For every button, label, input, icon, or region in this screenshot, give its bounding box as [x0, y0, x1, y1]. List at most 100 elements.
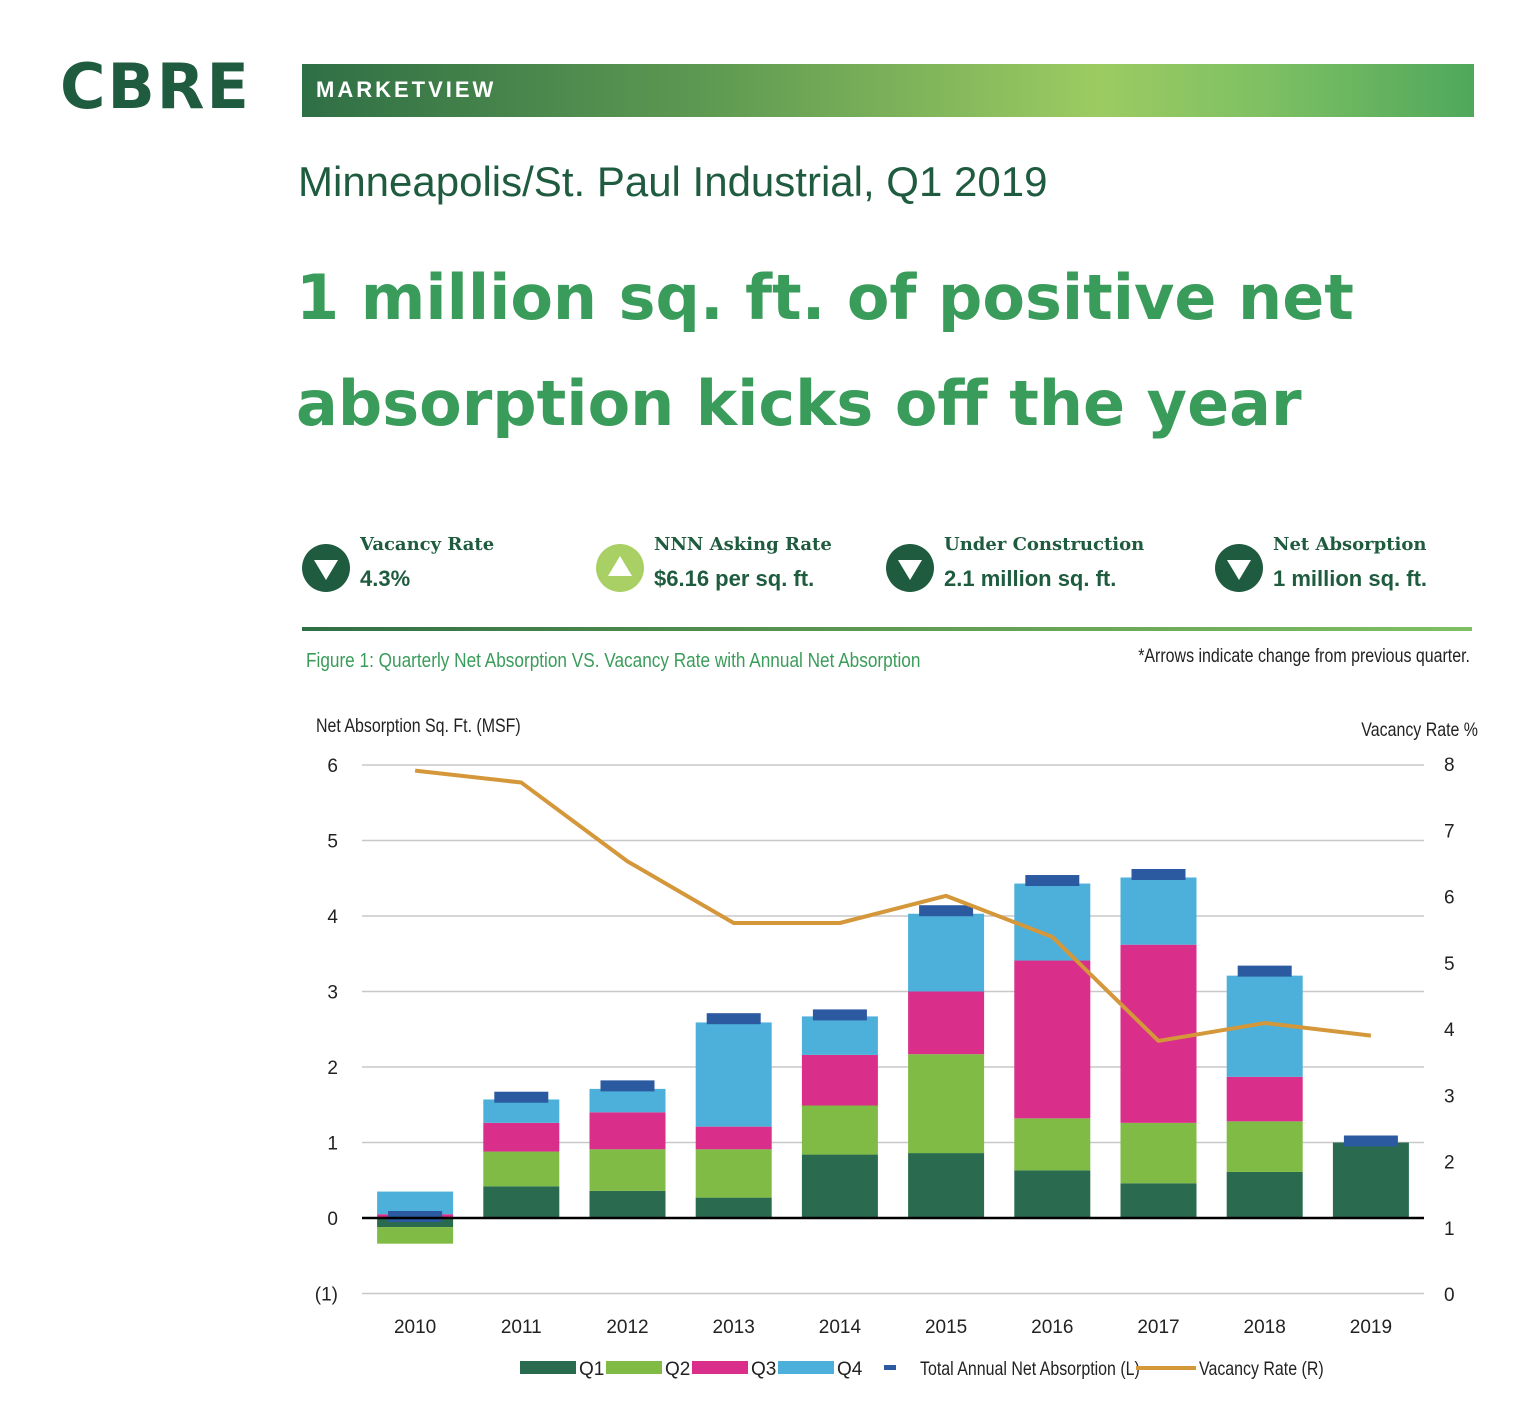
down-arrow-icon: [302, 544, 350, 592]
bar-segment-q2: [1120, 1122, 1197, 1184]
bar-segment-q3: [908, 991, 985, 1055]
bar-segment-q1: [1332, 1142, 1409, 1218]
total-annual-marker: [1343, 1135, 1398, 1147]
kpi-label: Under Construction: [944, 534, 1145, 555]
banner-label: MARKETVIEW: [316, 77, 497, 102]
y-tick-left: 3: [327, 983, 338, 1004]
bar-segment-q3: [695, 1126, 772, 1150]
bar-segment-q1: [801, 1154, 878, 1218]
total-annual-marker: [1237, 965, 1292, 977]
kpi-value: 4.3%: [360, 566, 411, 591]
y-tick-left: 4: [327, 907, 338, 928]
legend-swatch-q1: [520, 1361, 576, 1374]
y-tick-right: 7: [1444, 821, 1455, 842]
x-tick-label: 2013: [713, 1317, 755, 1338]
legend-swatch-q2: [606, 1361, 662, 1374]
total-annual-marker: [812, 1009, 867, 1021]
bar-segment-q2: [908, 1054, 985, 1154]
kpi-label: NNN Asking Rate: [654, 534, 832, 555]
bar-segment-q4: [483, 1099, 560, 1123]
x-tick-label: 2019: [1350, 1317, 1392, 1338]
bar-segment-q2: [589, 1149, 666, 1191]
bar-segment-q4: [908, 913, 985, 992]
bar-segment-q2: [377, 1227, 454, 1244]
kpi-label: Net Absorption: [1273, 534, 1427, 555]
bar-segment-q1: [1120, 1183, 1197, 1218]
x-tick-label: 2014: [819, 1317, 862, 1338]
y-tick-right: 0: [1444, 1285, 1455, 1306]
bar-segment-q2: [695, 1149, 772, 1198]
bar-segment-q2: [1226, 1121, 1303, 1172]
bar-segment-q1: [1226, 1171, 1303, 1218]
legend-label: Q2: [665, 1359, 690, 1380]
y-tick-left: 1: [327, 1134, 338, 1155]
legend-label: Q4: [837, 1359, 863, 1380]
net-absorption-chart: Net Absorption Sq. Ft. (MSF) Vacancy Rate…: [315, 715, 1478, 1380]
bar-segment-q2: [1014, 1118, 1091, 1171]
legend-label: Q1: [579, 1359, 604, 1380]
y-tick-left: 0: [327, 1209, 338, 1230]
down-arrow-icon: [886, 544, 934, 592]
footnote: *Arrows indicate change from previous qu…: [1138, 646, 1470, 667]
total-annual-marker: [706, 1013, 761, 1025]
up-arrow-icon: [596, 544, 644, 592]
x-tick-label: 2017: [1137, 1317, 1179, 1338]
bar-segment-q4: [695, 1022, 772, 1127]
report-subtitle: Minneapolis/St. Paul Industrial, Q1 2019: [298, 158, 1048, 205]
kpi-value: 2.1 million sq. ft.: [944, 566, 1117, 591]
y-tick-right: 4: [1444, 1020, 1455, 1041]
kpi-value: $6.16 per sq. ft.: [654, 566, 815, 591]
kpi-value: 1 million sq. ft.: [1273, 566, 1428, 591]
y-tick-right: 6: [1444, 888, 1455, 909]
bar-segment-q4: [377, 1191, 454, 1215]
bar-segment-q4: [801, 1016, 878, 1055]
x-tick-label: 2016: [1031, 1317, 1073, 1338]
down-arrow-icon: [1215, 544, 1263, 592]
bar-segment-q1: [483, 1186, 560, 1218]
x-tick-label: 2015: [925, 1317, 967, 1338]
bar-segment-q3: [1014, 960, 1091, 1119]
bar-segment-q4: [589, 1088, 666, 1113]
section-divider: [302, 627, 1472, 631]
bar-segment-q4: [1120, 877, 1197, 945]
legend-swatch-total: [884, 1365, 896, 1370]
cbre-logo: CBRE: [60, 50, 251, 123]
kpi-label: Vacancy Rate: [360, 534, 495, 555]
report-headline: 1 million sq. ft. of positive net absorp…: [296, 261, 1354, 440]
bar-segment-q1: [1014, 1170, 1091, 1218]
bar-segment-q1: [377, 1218, 454, 1228]
bar-segment-q3: [589, 1112, 666, 1150]
y-tick-right: 3: [1444, 1086, 1455, 1107]
y-tick-left: 6: [327, 756, 338, 777]
x-tick-label: 2012: [606, 1317, 648, 1338]
y-axis-left-label: Net Absorption Sq. Ft. (MSF): [316, 715, 521, 737]
y-tick-right: 2: [1444, 1153, 1455, 1174]
y-axis-right-label: Vacancy Rate %: [1361, 719, 1478, 741]
total-annual-marker: [600, 1080, 655, 1092]
vacancy-rate-line: [414, 768, 1372, 1043]
x-tick-label: 2011: [501, 1317, 542, 1338]
figure-title: Figure 1: Quarterly Net Absorption VS. V…: [306, 650, 921, 672]
legend-swatch-q3: [692, 1361, 748, 1374]
legend-swatch-q4: [778, 1361, 834, 1374]
bar-segment-q4: [1014, 883, 1091, 961]
total-annual-marker: [494, 1091, 549, 1103]
bar-segment-q1: [695, 1197, 772, 1218]
bar-segment-q3: [1226, 1076, 1303, 1122]
y-tick-right: 8: [1444, 755, 1455, 776]
bar-segment-q2: [801, 1105, 878, 1155]
total-annual-marker: [1131, 868, 1186, 880]
bar-segment-q2: [483, 1151, 560, 1187]
total-annual-marker: [388, 1211, 443, 1222]
total-annual-marker: [919, 905, 974, 917]
y-tick-right: 5: [1444, 954, 1455, 975]
bar-segment-q3: [801, 1054, 878, 1106]
y-tick-right: 1: [1444, 1219, 1455, 1240]
y-tick-left: 5: [327, 832, 338, 853]
legend-label: Q3: [751, 1359, 776, 1380]
x-tick-label: 2018: [1244, 1317, 1286, 1338]
bar-segment-q1: [908, 1153, 985, 1218]
y-tick-left: (1): [315, 1285, 338, 1306]
marketview-banner: MARKETVIEW: [302, 64, 1474, 117]
bar-segment-q3: [1120, 944, 1197, 1123]
